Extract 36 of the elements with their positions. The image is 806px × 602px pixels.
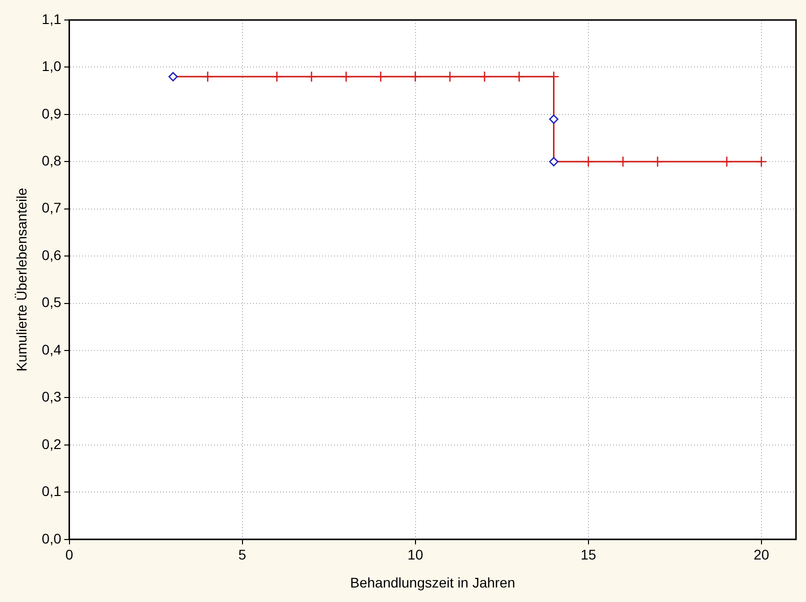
- y-tick-label: 0,2: [42, 436, 62, 452]
- point: [756, 156, 768, 168]
- y-tick-label: 0,3: [42, 388, 62, 405]
- point: [375, 71, 386, 82]
- point: [168, 72, 178, 82]
- point: [340, 71, 352, 82]
- y-tick-label: 0,1: [42, 483, 62, 500]
- y-tick-label: 0,7: [42, 200, 62, 216]
- x-tick-label: 15: [580, 546, 596, 563]
- y-tick-label: 1,1: [42, 10, 62, 27]
- y-tick-label: 1,0: [42, 58, 62, 74]
- x-tick-label: 5: [238, 546, 246, 563]
- y-tick-label: 0,4: [42, 341, 62, 358]
- point: [514, 71, 525, 82]
- point: [721, 156, 732, 168]
- point: [652, 156, 664, 168]
- point: [478, 71, 490, 82]
- point: [549, 114, 558, 124]
- point: [444, 71, 456, 82]
- x-axis-title: Behandlungszeit in Jahren: [350, 574, 516, 590]
- y-axis-title: Kumulierte Überlebensanteile: [13, 188, 30, 372]
- y-tick-label: 0,9: [42, 105, 62, 122]
- point: [582, 156, 594, 168]
- point: [549, 157, 558, 166]
- y-tick-label: 0,0: [42, 530, 62, 546]
- point: [271, 71, 283, 82]
- x-tick-label: 10: [408, 546, 424, 563]
- y-tick-label: 0,5: [42, 294, 62, 310]
- point: [617, 156, 629, 168]
- y-tick-label: 0,6: [42, 246, 62, 263]
- point: [410, 71, 421, 82]
- point: [202, 71, 214, 82]
- x-tick-label: 0: [65, 546, 74, 563]
- x-tick-label: 20: [754, 546, 770, 563]
- point: [306, 71, 318, 82]
- y-tick-label: 0,8: [42, 152, 62, 169]
